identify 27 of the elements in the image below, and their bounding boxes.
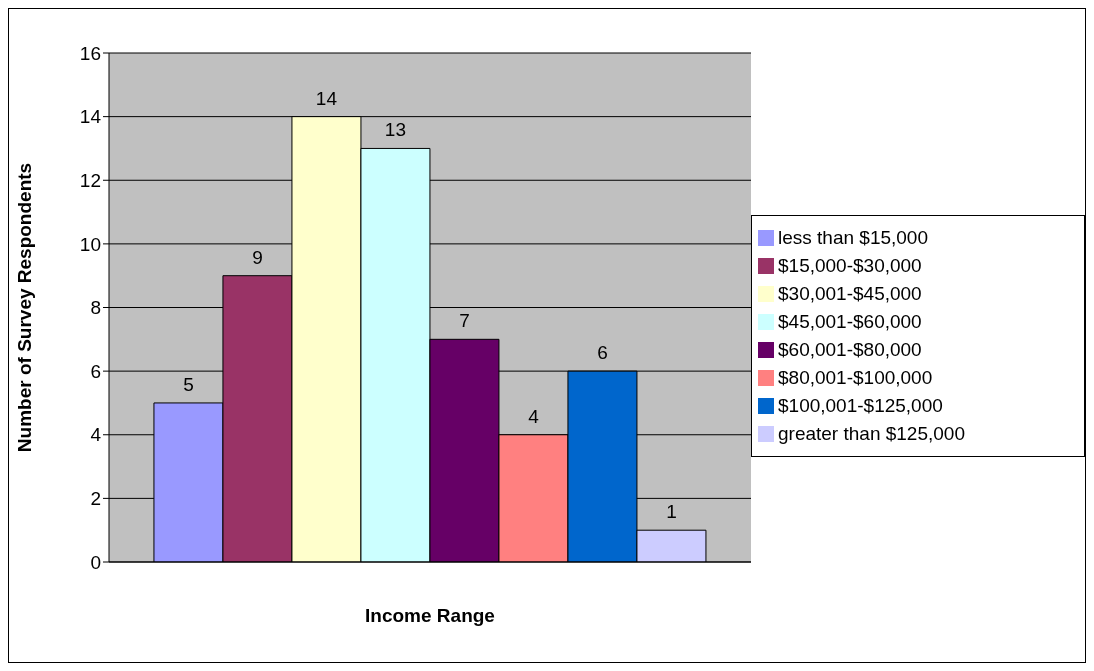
data-label: 5: [183, 373, 194, 395]
data-label: 9: [252, 246, 263, 268]
x-axis-title: Income Range: [365, 605, 495, 626]
legend-label: $30,001-$45,000: [778, 282, 922, 304]
legend-label: $60,001-$80,000: [778, 338, 922, 360]
legend-label: greater than $125,000: [778, 422, 965, 444]
y-tick-label: 12: [79, 169, 101, 191]
data-label: 4: [528, 405, 540, 427]
legend-label: $15,000-$30,000: [778, 254, 922, 276]
data-label: 1: [666, 501, 677, 523]
legend-label: less than $15,000: [778, 226, 929, 248]
y-tick-label: 14: [79, 106, 102, 128]
y-tick-label: 0: [90, 551, 101, 573]
y-tick-label: 8: [90, 297, 101, 319]
data-label: 13: [384, 119, 407, 141]
y-axis-title: Number of Survey Respondents: [13, 162, 35, 453]
data-label: 6: [597, 342, 608, 364]
y-tick-label: 2: [90, 488, 101, 510]
y-tick-label: 10: [79, 233, 101, 255]
legend-label: $45,001-$60,000: [778, 310, 922, 332]
y-tick-label: 4: [90, 424, 102, 446]
legend-label: $80,001-$100,000: [778, 366, 933, 388]
y-tick-label: 16: [79, 42, 101, 64]
y-tick-label: 6: [90, 360, 101, 382]
legend-label: $100,001-$125,000: [778, 394, 943, 416]
data-label: 7: [459, 310, 470, 332]
data-label: 14: [315, 87, 338, 109]
